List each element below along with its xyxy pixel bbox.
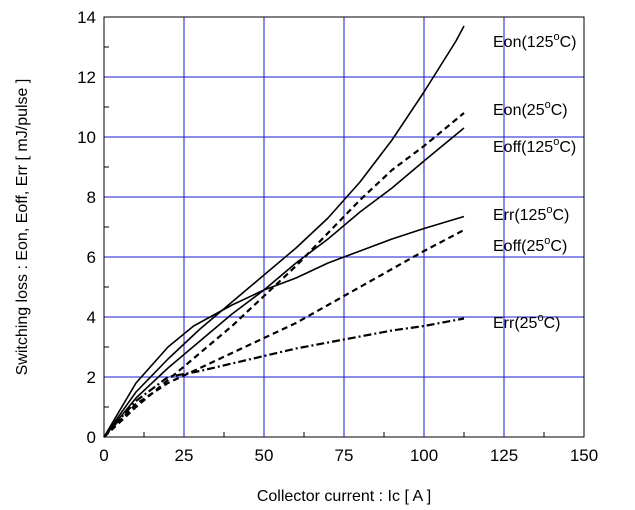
x-tick-label: 150 xyxy=(570,446,598,465)
series-labels: Eon(125oC)Eon(25oC)Eoff(125oC)Err(125oC)… xyxy=(493,31,577,332)
series-label-unit: C) xyxy=(552,207,569,224)
y-tick-label: 4 xyxy=(87,308,96,327)
series-label-main: Eon(25 xyxy=(493,102,545,119)
y-tick-label: 12 xyxy=(77,68,96,87)
y-tick-label: 10 xyxy=(77,128,96,147)
y-tick-label: 0 xyxy=(87,428,96,447)
series-label-unit: C) xyxy=(551,102,568,119)
series-line xyxy=(103,112,465,438)
series-label-unit: C) xyxy=(559,139,576,156)
degree-superscript: o xyxy=(546,204,552,216)
y-tick-label: 2 xyxy=(87,368,96,387)
series-line xyxy=(103,317,465,438)
series-line xyxy=(103,229,465,438)
series-label: Eon(125oC) xyxy=(493,31,577,51)
series-label: Err(25oC) xyxy=(493,312,560,332)
series-line xyxy=(103,25,465,438)
x-tick-label: 125 xyxy=(490,446,518,465)
x-tick-label: 50 xyxy=(255,446,274,465)
series-label-main: Err(125 xyxy=(493,207,546,224)
y-axis-title: Switching loss : Eon, Eoff, Err [ mJ/pul… xyxy=(14,79,31,376)
series-label-main: Eon(125 xyxy=(493,34,554,51)
series-line xyxy=(103,127,465,438)
series-label-unit: C) xyxy=(550,238,567,255)
degree-superscript: o xyxy=(537,312,543,324)
series-label-unit: C) xyxy=(544,315,561,332)
series-line xyxy=(103,215,465,438)
x-tick-label: 25 xyxy=(175,446,194,465)
series-label-main: Eoff(25 xyxy=(493,238,544,255)
series-label-main: Eoff(125 xyxy=(493,139,553,156)
axis-ticks: 0 25 50 75 100 125 150 0 2 4 6 8 10 12 14 xyxy=(77,8,598,465)
series-label: Err(125oC) xyxy=(493,204,569,224)
series-label: Eoff(25oC) xyxy=(493,235,567,255)
x-tick-label: 75 xyxy=(335,446,354,465)
degree-superscript: o xyxy=(545,99,551,111)
y-tick-label: 8 xyxy=(87,188,96,207)
series-label: Eoff(125oC) xyxy=(493,136,576,156)
degree-superscript: o xyxy=(544,235,550,247)
grid xyxy=(104,17,584,437)
degree-superscript: o xyxy=(553,136,559,148)
x-tick-label: 0 xyxy=(99,446,108,465)
y-tick-label: 6 xyxy=(87,248,96,267)
series-label-main: Err(25 xyxy=(493,315,538,332)
x-tick-label: 100 xyxy=(410,446,438,465)
series-label-unit: C) xyxy=(560,34,577,51)
series-label: Eon(25oC) xyxy=(493,99,568,119)
degree-superscript: o xyxy=(554,31,560,43)
y-tick-label: 14 xyxy=(77,8,96,27)
x-axis-title: Collector current : Ic [ A ] xyxy=(257,488,431,505)
curves xyxy=(103,25,465,438)
